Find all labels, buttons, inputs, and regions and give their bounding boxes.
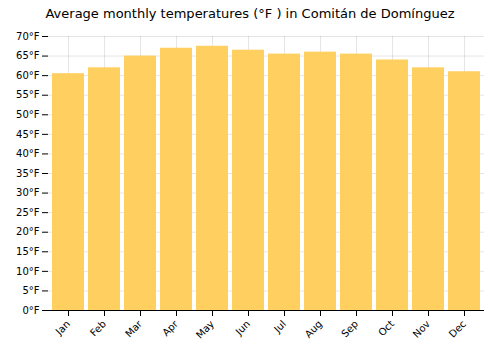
svg-text:35°F: 35°F [16, 168, 40, 179]
svg-text:Sep: Sep [339, 318, 360, 339]
svg-text:15°F: 15°F [16, 246, 40, 257]
svg-text:Nov: Nov [411, 318, 433, 340]
svg-text:40°F: 40°F [16, 148, 40, 159]
svg-text:20°F: 20°F [16, 226, 40, 237]
html-text:Average monthly temperatures (: Average monthly temperatures (°F ) in Co… [45, 6, 455, 21]
svg-text:Feb: Feb [88, 318, 108, 338]
svg-text:0°F: 0°F [22, 305, 39, 316]
svg-text:Jun: Jun [233, 318, 253, 338]
svg-text:Oct: Oct [376, 318, 396, 338]
svg-text:45°F: 45°F [16, 129, 40, 140]
svg-text:Dec: Dec [447, 318, 468, 339]
svg-text:50°F: 50°F [16, 109, 40, 120]
svg-text:May: May [194, 318, 216, 340]
svg-text:Apr: Apr [160, 318, 181, 339]
svg-text:Jan: Jan [53, 318, 72, 337]
svg-text:70°F: 70°F [16, 31, 40, 42]
svg-text:5°F: 5°F [22, 285, 39, 296]
svg-text:10°F: 10°F [16, 266, 40, 277]
svg-text:55°F: 55°F [16, 89, 40, 100]
svg-text:25°F: 25°F [16, 207, 40, 218]
svg-text:65°F: 65°F [16, 50, 40, 61]
svg-text:Jul: Jul [271, 318, 288, 335]
svg-text:30°F: 30°F [16, 187, 40, 198]
svg-text:Aug: Aug [303, 318, 325, 340]
svg-text:60°F: 60°F [16, 70, 40, 81]
svg-text:Mar: Mar [123, 318, 145, 340]
